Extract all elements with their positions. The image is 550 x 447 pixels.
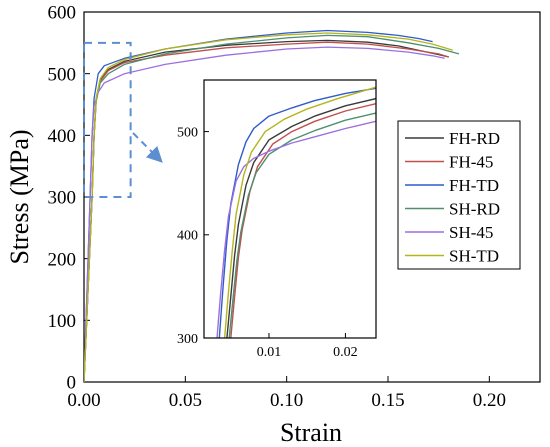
main-y-tick-label: 500: [48, 64, 77, 85]
main-y-tick-label: 400: [48, 126, 77, 147]
main-y-tick-label: 200: [48, 249, 77, 270]
main-y-tick-label: 600: [48, 3, 77, 24]
main-axis-ticks: 0.00 0.05 0.10 0.15 0.20 0 100 200 300 400 500 600: [48, 3, 506, 411]
legend-box: [397, 120, 521, 270]
legend-label-sh-rd: SH-RD: [449, 200, 500, 219]
inset-x-tick-label: 0.02: [333, 345, 358, 360]
main-x-tick-label: 0.05: [169, 390, 202, 411]
x-axis-label: Strain: [280, 418, 342, 447]
legend-label-fh-rd: FH-RD: [449, 129, 500, 148]
curve-sh-td: [84, 32, 454, 382]
main-y-tick-label: 0: [67, 373, 77, 394]
zoom-region-box: [83, 41, 132, 199]
inset-y-tick-label: 300: [177, 332, 198, 347]
inset-background: [204, 80, 376, 338]
legend-label-fh-45: FH-45: [449, 153, 493, 172]
curve-sh-td: [223, 86, 376, 338]
curve-sh-45: [84, 46, 445, 382]
legend: FH-RD FH-45 FH-TD SH-RD SH-45 SH-TD: [405, 129, 500, 266]
inset-frame: [203, 79, 377, 339]
main-x-tick-label: 0.15: [371, 390, 404, 411]
main-x-tick-label: 0.10: [270, 390, 303, 411]
inset-x-tick-label: 0.01: [257, 345, 282, 360]
main-y-tick-label: 100: [48, 311, 77, 332]
inset-y-tick-label: 500: [177, 126, 198, 141]
curve-fh-rd: [226, 97, 376, 338]
legend-label-sh-td: SH-TD: [449, 247, 499, 266]
legend-label-fh-td: FH-TD: [449, 176, 499, 195]
main-x-tick-label: 0.20: [473, 390, 506, 411]
curve-sh-rd: [228, 112, 376, 338]
main-x-tick-label: 0.00: [67, 390, 100, 411]
inset-axis-ticks: 0.01 0.02 300 400 500: [177, 126, 358, 361]
zoom-arrow: [132, 132, 163, 163]
inset-y-tick-label: 400: [177, 229, 198, 244]
curve-fh-45: [230, 103, 376, 338]
main-curves: [84, 29, 460, 382]
legend-label-sh-45: SH-45: [449, 223, 493, 242]
y-axis-label: Stress (MPa): [5, 129, 34, 264]
curve-sh-45: [216, 120, 376, 338]
curve-fh-td: [218, 87, 376, 338]
main-y-tick-label: 300: [48, 188, 77, 209]
inset-curves: [216, 86, 376, 338]
